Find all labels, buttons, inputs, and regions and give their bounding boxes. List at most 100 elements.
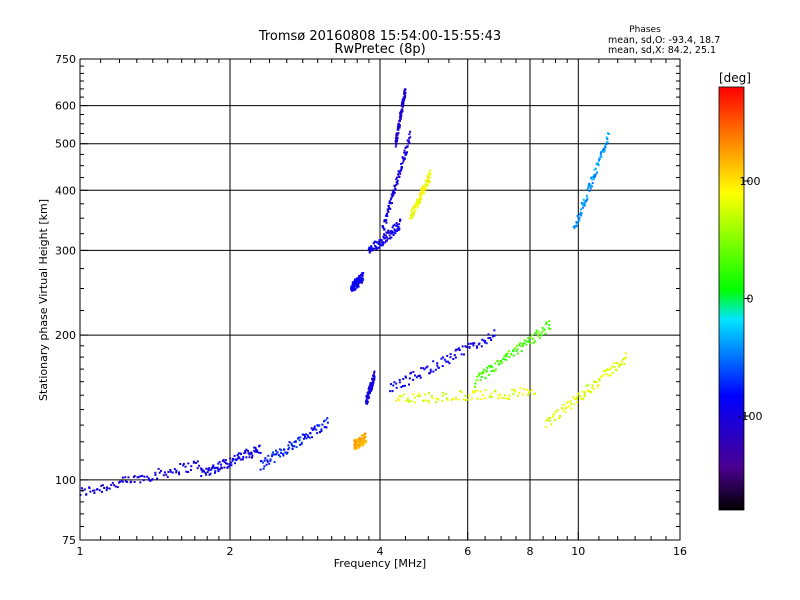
echo-point [201, 468, 204, 471]
echo-point [121, 476, 124, 479]
echo-point [302, 437, 305, 440]
echo-point [200, 475, 203, 477]
echo-point [98, 489, 101, 492]
echo-point [361, 439, 364, 442]
echo-point [232, 458, 235, 461]
echo-point [367, 248, 370, 251]
echo-point [391, 195, 394, 198]
echo-point [382, 243, 385, 245]
echo-point [187, 471, 190, 473]
echo-point [401, 166, 403, 168]
echo-point [545, 419, 548, 422]
echo-point [368, 251, 371, 254]
echo-point [182, 464, 185, 467]
echo-point [467, 398, 470, 401]
colorbar-tick-label: 100 [740, 175, 761, 188]
echo-point [604, 146, 607, 149]
echo-point [357, 285, 360, 288]
echo-point [399, 220, 401, 223]
echo-point [369, 248, 372, 251]
echo-point [380, 244, 383, 247]
echo-point [206, 471, 209, 474]
echo-point [124, 476, 127, 479]
echo-point [418, 193, 421, 196]
echo-point [214, 471, 216, 474]
echo-point [437, 398, 440, 401]
echo-point [603, 369, 606, 372]
echo-point [397, 127, 399, 130]
echo-point [624, 356, 627, 359]
echo-point [395, 143, 398, 145]
echo-point [234, 462, 236, 465]
echo-point [515, 344, 518, 347]
echo-point [575, 397, 578, 400]
echo-point [428, 176, 431, 179]
echo-point [408, 133, 411, 136]
echo-point [364, 441, 367, 444]
echo-point [324, 419, 327, 422]
echo-point [303, 434, 306, 436]
echo-point [312, 427, 315, 430]
echo-point [603, 149, 606, 152]
echo-point [400, 163, 403, 165]
echo-point [398, 399, 401, 402]
echo-point [398, 227, 401, 230]
echo-point [404, 151, 407, 154]
echo-point [460, 391, 463, 393]
echo-point [441, 394, 444, 397]
echo-point [356, 277, 358, 280]
echo-point [582, 397, 585, 400]
echo-point [269, 458, 272, 461]
x-tick-label: 16 [673, 545, 687, 558]
echo-point [428, 392, 430, 395]
echo-point [359, 281, 362, 284]
echo-point [508, 394, 511, 397]
echo-point [396, 397, 399, 400]
echo-point [169, 470, 172, 473]
echo-point [491, 365, 494, 368]
echo-point [359, 441, 361, 444]
echo-point [500, 396, 503, 399]
echo-point [541, 326, 544, 329]
echo-point [285, 452, 288, 455]
echo-point [462, 398, 465, 401]
echo-point [464, 399, 467, 402]
echo-point [390, 231, 393, 234]
echo-point [231, 459, 234, 462]
echo-point [558, 417, 561, 420]
echo-point [237, 455, 240, 458]
echo-point [429, 368, 432, 371]
echo-point [110, 483, 113, 486]
echo-point [507, 350, 510, 353]
echo-point [163, 471, 166, 474]
echo-point [378, 239, 381, 242]
echo-point [385, 219, 388, 222]
echo-point [80, 487, 83, 490]
echo-point [288, 441, 291, 444]
echo-point [505, 355, 508, 358]
echo-point [184, 465, 187, 468]
stats-o-line: mean, sd,O: -93.4, 18.7 [608, 35, 720, 46]
echo-point [401, 108, 404, 111]
echo-point [479, 390, 482, 393]
echo-point [503, 394, 506, 397]
echo-point [103, 487, 106, 489]
echo-point [408, 141, 411, 144]
echo-point [464, 345, 467, 348]
echo-point [613, 362, 616, 364]
echo-point [468, 346, 471, 349]
echo-point [565, 406, 568, 409]
echo-point [425, 188, 427, 191]
echo-point [293, 440, 296, 443]
colorbar-unit-label: [deg] [719, 71, 751, 85]
echo-point [100, 484, 103, 487]
y-tick-label: 200 [55, 329, 76, 342]
echo-point [452, 358, 455, 360]
echo-point [361, 281, 363, 284]
echo-point [402, 104, 405, 107]
echo-point [403, 149, 406, 152]
echo-point [591, 178, 594, 181]
echo-point [419, 192, 422, 195]
echo-point [523, 341, 526, 344]
echo-point [426, 184, 429, 187]
